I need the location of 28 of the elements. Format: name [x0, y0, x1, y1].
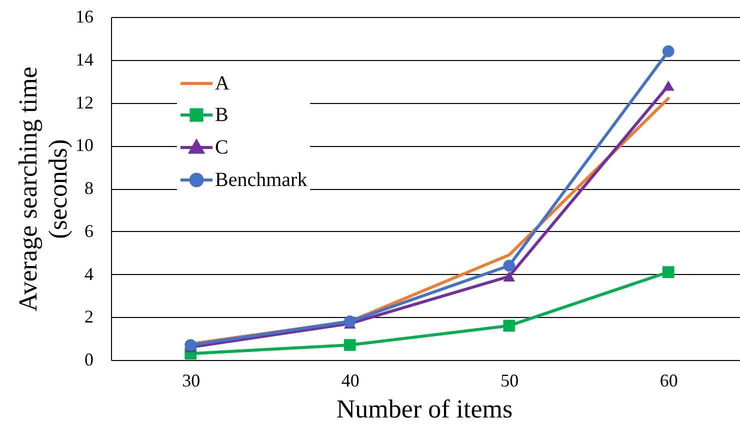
- point: [662, 266, 674, 278]
- legend-label: B: [215, 104, 228, 126]
- y-tick-label: 0: [84, 350, 94, 370]
- y-tick-label: 10: [76, 135, 94, 156]
- x-axis-title: Number of items: [336, 394, 513, 424]
- point: [503, 260, 516, 272]
- y-tick-label: 12: [76, 92, 94, 112]
- x-tick-label: 40: [341, 370, 360, 390]
- y-tick-label: 16: [76, 6, 94, 26]
- point: [503, 271, 516, 282]
- legend-label: Benchmark: [215, 169, 308, 191]
- point: [662, 80, 674, 91]
- point: [662, 45, 674, 58]
- y-tick-label: 4: [84, 264, 94, 284]
- y-tick-label: 6: [84, 220, 94, 241]
- legend-label: A: [215, 72, 230, 94]
- point: [503, 320, 516, 332]
- point: [344, 339, 356, 351]
- point: [184, 339, 197, 351]
- y-axis-title: Average searching time (seconds): [14, 66, 72, 312]
- point: [344, 316, 356, 328]
- x-tick-label: 30: [182, 370, 200, 390]
- legend-label: C: [215, 136, 228, 158]
- y-tick-label: 8: [84, 178, 94, 198]
- y-tick-label: 2: [84, 306, 94, 327]
- y-tick-label: 14: [76, 49, 94, 70]
- x-tick-label: 50: [500, 370, 519, 390]
- x-tick-label: 60: [660, 370, 678, 390]
